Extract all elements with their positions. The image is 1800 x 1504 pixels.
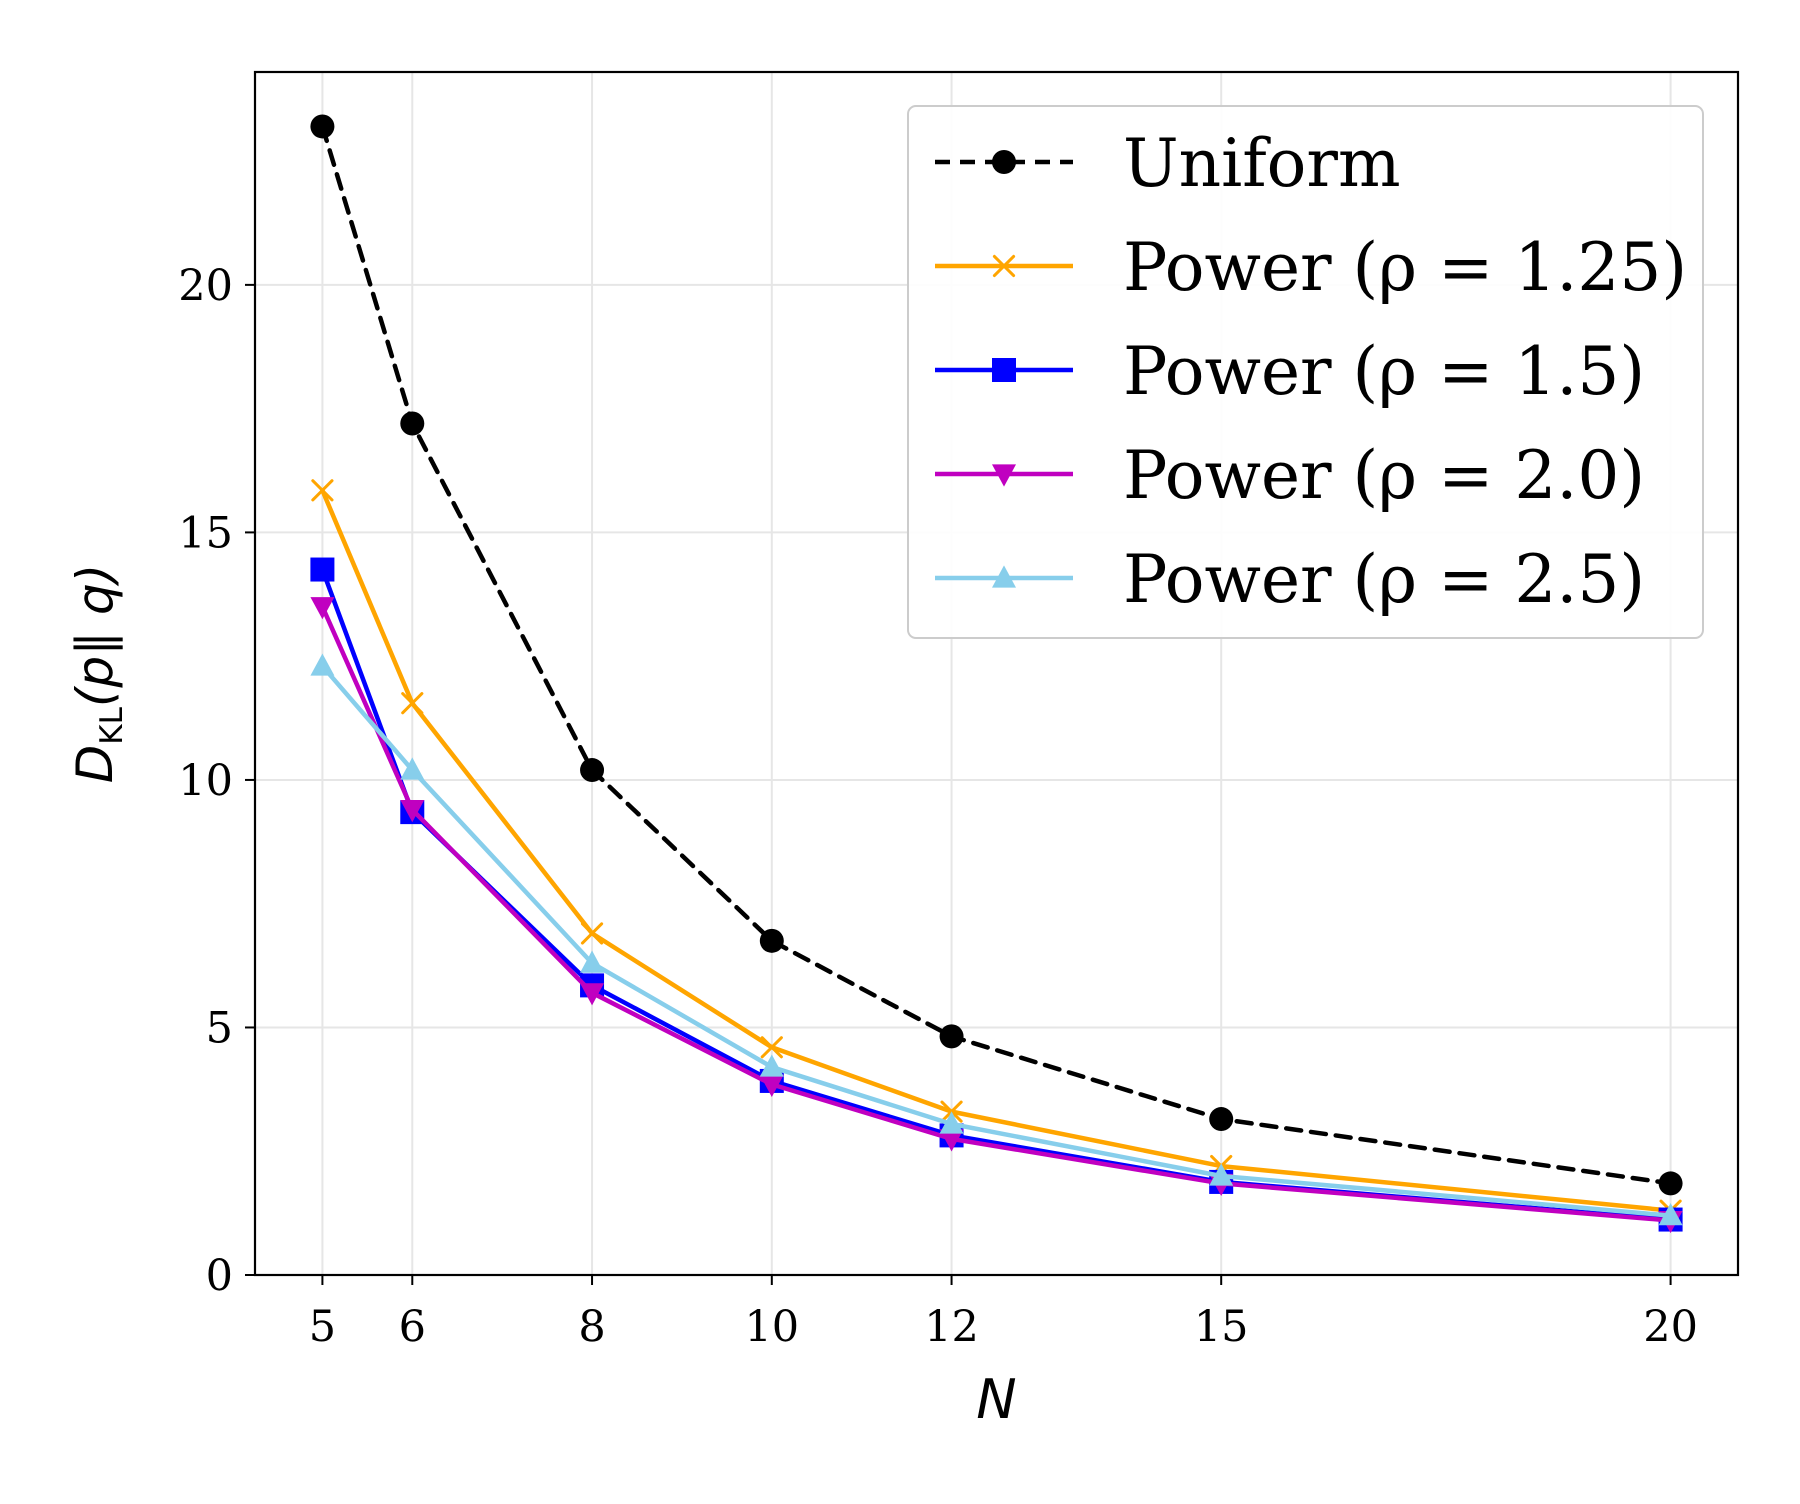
series-0: [310, 114, 1683, 1196]
y-axis-label-rest: (p∥ q): [66, 564, 124, 707]
legend-entry: Power (ρ = 1.5): [935, 333, 1645, 410]
legend-entry: Power (ρ = 2.0): [935, 437, 1645, 514]
legend-marker: [992, 464, 1016, 487]
legend-marker: [992, 358, 1016, 382]
data-point: [400, 757, 425, 780]
data-point: [401, 692, 424, 715]
series-4: [310, 653, 1683, 1226]
y-tick-label: 20: [178, 261, 233, 311]
legend: Uniform Power (ρ = 1.25) Power (ρ = 1.5) Po…: [907, 105, 1704, 639]
data-point: [400, 800, 425, 823]
x-tick-label: 10: [744, 1302, 799, 1352]
legend-label: Power (ρ = 2.0): [1123, 437, 1645, 514]
legend-items: Uniform Power (ρ = 1.25) Power (ρ = 1.5) Po…: [935, 125, 1687, 618]
data-point: [310, 557, 335, 582]
legend-entry: Uniform: [935, 125, 1401, 202]
data-point: [580, 758, 605, 783]
data-point: [310, 114, 335, 139]
y-axis-label: DKL(p∥ q): [66, 564, 130, 784]
legend-frame: [907, 105, 1704, 639]
data-point: [939, 1111, 964, 1134]
data-point: [760, 1036, 783, 1059]
data-point: [759, 1074, 784, 1098]
data-point: [759, 928, 784, 953]
data-point: [939, 1129, 964, 1152]
legend-entry: Power (ρ = 1.25): [935, 229, 1687, 306]
x-tick-label: 15: [1194, 1302, 1249, 1352]
x-tick-label: 12: [924, 1302, 979, 1352]
y-axis-label-main: D: [66, 745, 124, 784]
x-axis-label: N: [976, 1368, 1016, 1431]
axis-ticks: 5 6 8 10 12 15 20 0 5 10 15 20: [178, 261, 1698, 1352]
legend-label: Power (ρ = 1.25): [1123, 229, 1687, 306]
legend-entry: Power (ρ = 2.5): [935, 541, 1645, 618]
data-point: [310, 653, 335, 676]
data-point: [400, 411, 425, 436]
y-tick-label: 10: [178, 756, 233, 806]
data-point: [1658, 1202, 1683, 1226]
plot-frame: [253, 70, 1740, 1277]
legend-marker: [992, 565, 1016, 588]
data-point: [311, 479, 334, 502]
data-point: [1209, 1107, 1234, 1132]
data-series: [310, 114, 1683, 1234]
data-point: [1209, 1163, 1234, 1186]
data-point: [759, 1054, 784, 1077]
legend-label: Uniform: [1123, 125, 1401, 202]
data-point: [310, 597, 335, 620]
data-point: [939, 1024, 964, 1049]
y-axis-label-subscript: KL: [94, 706, 130, 744]
data-point: [580, 922, 604, 945]
data-point: [1658, 1171, 1683, 1196]
y-tick-label: 0: [206, 1251, 233, 1301]
y-tick-label: 15: [178, 508, 233, 558]
x-tick-label: 6: [399, 1302, 426, 1352]
legend-marker: [992, 254, 1016, 278]
legend-label: Power (ρ = 1.5): [1123, 333, 1645, 410]
data-point: [580, 983, 605, 1006]
legend-marker: [992, 150, 1016, 174]
x-tick-label: 20: [1643, 1302, 1698, 1352]
y-tick-label: 5: [206, 1003, 233, 1053]
x-tick-label: 8: [578, 1302, 605, 1352]
x-tick-label: 5: [309, 1302, 336, 1352]
legend-label: Power (ρ = 2.5): [1123, 541, 1645, 618]
data-point: [580, 950, 605, 973]
